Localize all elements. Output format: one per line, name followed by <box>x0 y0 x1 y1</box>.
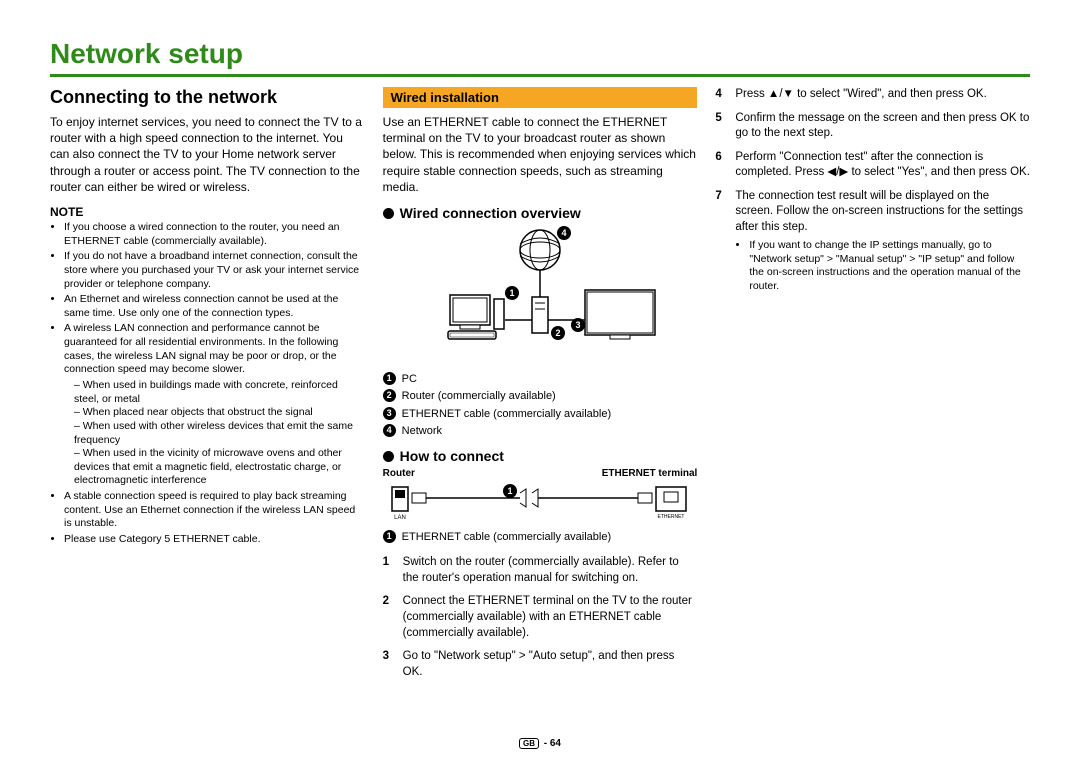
step-item: 3Go to "Network setup" > "Auto setup", a… <box>383 649 698 680</box>
note-subitem: When used in the vicinity of microwave o… <box>74 447 365 488</box>
overview-diagram: 4 2 3 1 <box>410 225 670 365</box>
note-list: If you choose a wired connection to the … <box>50 221 365 547</box>
page-number: - 64 <box>541 738 561 749</box>
cable-legend: 1ETHERNET cable (commercially available) <box>383 529 698 546</box>
step7-subnote-item: If you want to change the IP settings ma… <box>749 239 1030 294</box>
circle-number-icon: 2 <box>383 389 396 402</box>
note-item: If you choose a wired connection to the … <box>64 221 365 248</box>
svg-text:LAN: LAN <box>394 515 406 521</box>
overview-legend: 1PC 2Router (commercially available) 3ET… <box>383 371 698 440</box>
legend-item: 1ETHERNET cable (commercially available) <box>383 529 698 546</box>
note-item: A stable connection speed is required to… <box>64 490 365 531</box>
content-columns: Connecting to the network To enjoy inter… <box>50 87 1030 688</box>
note-subitem: When used with other wireless devices th… <box>74 420 365 447</box>
legend-item: 2Router (commercially available) <box>383 388 698 405</box>
note-subitem: When used in buildings made with concret… <box>74 379 365 406</box>
continued-steps: 4Press ▲/▼ to select "Wired", and then p… <box>715 87 1030 296</box>
section-heading-connecting: Connecting to the network <box>50 87 365 108</box>
router-label: Router <box>383 468 415 479</box>
step-item: 2Connect the ETHERNET terminal on the TV… <box>383 594 698 641</box>
step-item: 7 The connection test result will be dis… <box>715 189 1030 296</box>
circle-number-icon: 1 <box>383 372 396 385</box>
page-footer: GB - 64 <box>0 738 1080 749</box>
wired-installation-header: Wired installation <box>383 87 698 108</box>
note-item-text: A wireless LAN connection and performanc… <box>64 322 338 375</box>
svg-text:3: 3 <box>575 320 580 330</box>
svg-text:4: 4 <box>561 228 566 238</box>
note-item: An Ethernet and wireless connection cann… <box>64 293 365 320</box>
connector-labels: Router ETHERNET terminal <box>383 468 698 479</box>
page-title: Network setup <box>50 38 1030 77</box>
svg-text:ETHERNET: ETHERNET <box>658 514 685 520</box>
note-item: Please use Category 5 ETHERNET cable. <box>64 533 365 547</box>
circle-number-icon: 4 <box>383 424 396 437</box>
column-1: Connecting to the network To enjoy inter… <box>50 87 365 688</box>
note-item: A wireless LAN connection and performanc… <box>64 322 365 488</box>
legend-item: 4Network <box>383 423 698 440</box>
legend-item: 3ETHERNET cable (commercially available) <box>383 406 698 423</box>
column-3: 4Press ▲/▼ to select "Wired", and then p… <box>715 87 1030 688</box>
cable-diagram: LAN ETHERNET 1 <box>390 483 690 523</box>
note-sublist: When used in buildings made with concret… <box>64 379 365 488</box>
legend-item: 1PC <box>383 371 698 388</box>
svg-text:2: 2 <box>555 328 560 338</box>
svg-text:1: 1 <box>509 288 514 298</box>
step-item: 1Switch on the router (commercially avai… <box>383 555 698 586</box>
column-2: Wired installation Use an ETHERNET cable… <box>383 87 698 688</box>
region-badge: GB <box>519 738 539 749</box>
step-item: 5Confirm the message on the screen and t… <box>715 111 1030 142</box>
intro-text: To enjoy internet services, you need to … <box>50 114 365 195</box>
step-item: 4Press ▲/▼ to select "Wired", and then p… <box>715 87 1030 103</box>
howto-steps: 1Switch on the router (commercially avai… <box>383 555 698 680</box>
step7-subnote: If you want to change the IP settings ma… <box>735 239 1030 294</box>
circle-number-icon: 1 <box>383 530 396 543</box>
overview-heading: Wired connection overview <box>383 205 698 221</box>
note-label: NOTE <box>50 205 365 219</box>
circle-number-icon: 3 <box>383 407 396 420</box>
ethernet-terminal-label: ETHERNET terminal <box>602 468 698 479</box>
svg-text:1: 1 <box>507 486 512 496</box>
wired-intro: Use an ETHERNET cable to connect the ETH… <box>383 114 698 195</box>
howto-heading: How to connect <box>383 448 698 464</box>
note-item: If you do not have a broadband internet … <box>64 250 365 291</box>
step-item: 6Perform "Connection test" after the con… <box>715 150 1030 181</box>
note-subitem: When placed near objects that obstruct t… <box>74 406 365 420</box>
